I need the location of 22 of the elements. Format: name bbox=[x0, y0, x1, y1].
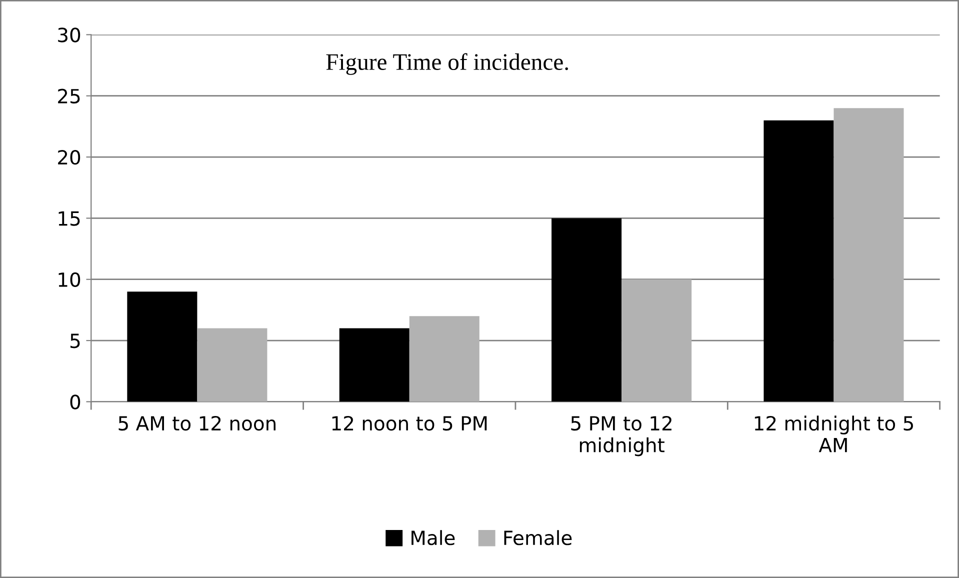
bar bbox=[409, 316, 480, 402]
bar bbox=[622, 279, 692, 402]
bar bbox=[834, 108, 904, 402]
x-tick-label: 12 noon to 5 PM bbox=[332, 416, 487, 431]
bar bbox=[552, 218, 622, 402]
y-tick-label: 0 bbox=[70, 394, 80, 410]
y-tick-label: 20 bbox=[58, 150, 80, 165]
y-tick-label: 25 bbox=[58, 88, 80, 104]
bar bbox=[197, 328, 268, 402]
x-tick-label: 5 PM to 12 midnight bbox=[571, 416, 672, 456]
y-tick-label: 15 bbox=[58, 211, 80, 226]
legend-label: Female bbox=[504, 530, 572, 546]
text: Figure Time of incidence. bbox=[326, 53, 568, 75]
legend-label: Male bbox=[412, 530, 455, 546]
x-tick-label: 5 AM to 12 noon bbox=[118, 416, 276, 431]
bar bbox=[339, 328, 410, 402]
y-tick-label: 30 bbox=[58, 28, 80, 42]
x-tick-label: 12 midnight to 5 AM bbox=[754, 416, 913, 452]
bar bbox=[127, 292, 198, 402]
y-tick-label: 10 bbox=[58, 272, 80, 288]
y-tick-label: 5 bbox=[70, 334, 80, 348]
bar bbox=[764, 120, 834, 402]
